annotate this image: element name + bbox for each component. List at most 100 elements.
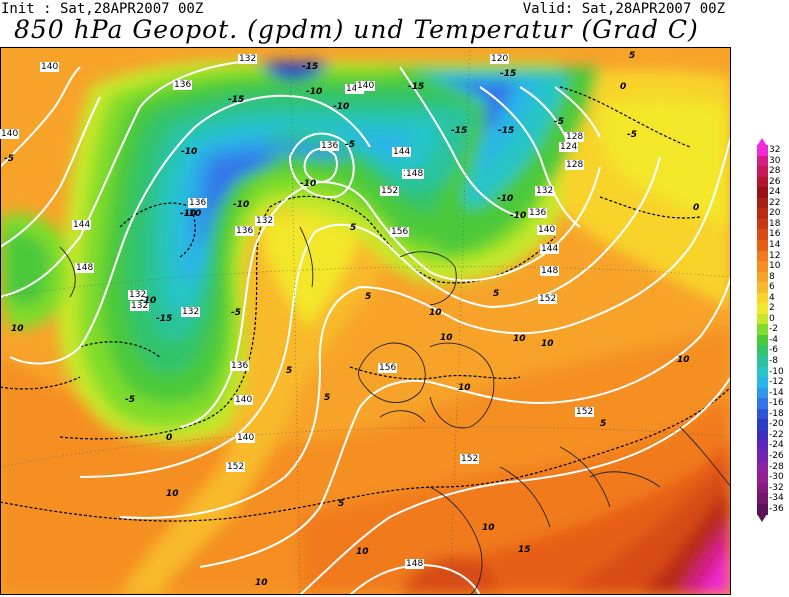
geopot-label: 148 — [540, 266, 560, 276]
legend-label: -22 — [769, 429, 784, 440]
legend-label: -18 — [769, 408, 784, 419]
temp-label: 10 — [429, 308, 442, 318]
temp-scand-3 — [430, 77, 540, 168]
geopot-label: 132 — [181, 307, 201, 317]
temp-label: 5 — [365, 292, 372, 302]
temp-label: 10 — [458, 383, 471, 393]
legend-swatch — [757, 356, 768, 368]
legend-swatch — [757, 155, 768, 167]
geopot-label: 152 — [538, 294, 558, 304]
temp-label: -10 — [185, 209, 202, 219]
legend-swatch — [757, 482, 768, 494]
geopot-label: 144 — [392, 147, 412, 157]
legend-label: -32 — [769, 482, 784, 493]
geopot-label: 140 — [236, 433, 256, 443]
temp-label: -10 — [233, 200, 250, 210]
legend-swatch — [757, 187, 768, 199]
geopot-label: 140 — [40, 62, 60, 72]
temp-label: 5 — [286, 366, 293, 376]
geopot-label: 136 — [188, 198, 208, 208]
legend-label: 0 — [769, 313, 775, 324]
legend-swatch — [757, 366, 768, 378]
legend-swatch — [757, 313, 768, 325]
temp-label: 0 — [693, 203, 700, 213]
temp-label: -10 — [181, 147, 198, 157]
legend-label: 14 — [769, 239, 781, 250]
geopot-label: 140 — [0, 129, 20, 139]
legend-swatch — [757, 250, 768, 262]
legend-label: -26 — [769, 450, 784, 461]
temp-label: 5 — [350, 223, 357, 233]
legend-label: -6 — [769, 345, 778, 356]
geopot-label: 132 — [238, 54, 258, 64]
temp-label: -15 — [228, 95, 245, 105]
legend-swatch — [757, 408, 768, 420]
temp-label: 15 — [518, 545, 531, 555]
legend-swatch — [757, 303, 768, 315]
temp-label: -5 — [231, 308, 241, 318]
temp-label: -10 — [300, 179, 317, 189]
temp-label: -10 — [510, 211, 527, 221]
legend-label: -28 — [769, 461, 784, 472]
geopot-label: 152 — [226, 462, 246, 472]
temp-label: -5 — [627, 130, 637, 140]
legend-label: -20 — [769, 419, 784, 430]
temp-band-30 — [700, 547, 731, 595]
legend-swatch — [757, 503, 768, 515]
temp-label: -5 — [4, 154, 14, 164]
legend-label: 24 — [769, 187, 781, 198]
weather-map — [0, 47, 731, 595]
legend-label: 20 — [769, 208, 781, 219]
geopot-label: 152 — [460, 454, 480, 464]
legend-swatch — [757, 239, 768, 251]
valid-time: Valid: Sat,28APR2007 00Z — [522, 1, 725, 17]
temp-label: -15 — [451, 126, 468, 136]
temp-label: 5 — [600, 419, 607, 429]
temp-label: -15 — [408, 82, 425, 92]
geopot-contours — [0, 61, 731, 595]
legend-swatch — [757, 377, 768, 389]
legend-swatch — [757, 218, 768, 230]
legend-label: -10 — [769, 366, 784, 377]
geopot-label: 148 — [75, 263, 95, 273]
legend-swatch — [757, 229, 768, 241]
temp-label: 10 — [541, 339, 554, 349]
legend-swatch — [757, 472, 768, 484]
temp-ridge-2 — [260, 213, 360, 327]
temp-label: -5 — [345, 140, 355, 150]
legend-label: -30 — [769, 472, 784, 483]
geopot-label: 140 — [537, 225, 557, 235]
temp-label: 10 — [166, 489, 179, 499]
legend-label: -34 — [769, 493, 784, 504]
geopot-label: 152 — [575, 407, 595, 417]
legend-label: -12 — [769, 377, 784, 388]
geopot-label: 140 — [234, 395, 254, 405]
legend-swatch — [757, 271, 768, 283]
temp-label: -10 — [180, 209, 197, 219]
legend-label: 4 — [769, 292, 775, 303]
legend-label: 22 — [769, 197, 781, 208]
geopot-label: 124 — [559, 142, 579, 152]
legend-bottom-arrow — [757, 514, 767, 523]
temp-label: 0 — [620, 82, 627, 92]
legend-top-arrow — [757, 138, 767, 146]
geopot-label: 132 — [128, 290, 148, 300]
temp-label: -10 — [306, 87, 323, 97]
geopot-label: 148 — [405, 169, 425, 179]
legend-label: 16 — [769, 229, 781, 240]
temp-trough-m10 — [161, 116, 440, 311]
geopot-label: 132 — [535, 186, 555, 196]
geopot-label: 128 — [565, 160, 585, 170]
temp-label: -5 — [554, 117, 564, 127]
temp-label: 5 — [338, 499, 345, 509]
geopot-label: 144 — [345, 84, 365, 94]
legend-swatch — [757, 166, 768, 178]
geopot-label: 132 — [130, 301, 150, 311]
graticule — [0, 47, 731, 595]
temp-trough-m16 — [207, 156, 280, 218]
legend-swatch — [757, 261, 768, 273]
legend-label: -24 — [769, 440, 784, 451]
temp-west-lobe-2 — [5, 230, 50, 306]
legend-label: 18 — [769, 218, 781, 229]
geopot-label: 156 — [378, 363, 398, 373]
